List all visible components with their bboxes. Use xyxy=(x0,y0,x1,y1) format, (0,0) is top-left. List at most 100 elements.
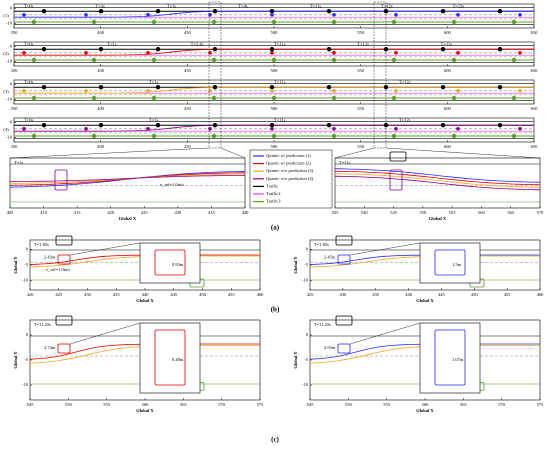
gap-label: 2.43m xyxy=(44,255,56,260)
vehicle-marker xyxy=(497,47,503,52)
vehicle-marker xyxy=(456,127,460,131)
vehicle-marker xyxy=(271,57,277,63)
plot-title: T=1s xyxy=(14,160,24,165)
trajectory xyxy=(334,168,541,183)
subfigure-caption: (b) xyxy=(271,306,280,314)
x-axis-label: Global X xyxy=(136,408,154,413)
vehicle-marker xyxy=(332,13,336,17)
x-tick-label: 435 xyxy=(372,292,380,297)
vehicle-marker xyxy=(31,133,37,139)
event-label: T=13s xyxy=(441,42,453,47)
x-tick-label: 555 xyxy=(103,402,111,407)
vehicle xyxy=(57,343,71,354)
vehicle xyxy=(154,249,186,276)
vehicle-marker xyxy=(98,47,104,52)
vehicle-marker xyxy=(211,57,217,63)
y-tick-label: 0 xyxy=(26,246,29,251)
vehicle-marker xyxy=(451,19,457,25)
x-tick-label: 650 xyxy=(531,68,539,73)
x-tick-label: 600 xyxy=(444,144,452,149)
x-tick-label: 435 xyxy=(113,292,121,297)
vehicle xyxy=(389,151,407,162)
vehicle-marker xyxy=(332,89,336,93)
vehicle-marker xyxy=(151,95,157,101)
x-tick-label: 560 xyxy=(142,402,150,407)
legend-label: Traffic2 xyxy=(266,191,281,196)
vehicle-marker xyxy=(41,9,47,14)
vehicle-marker xyxy=(270,127,274,131)
vehicle-marker xyxy=(211,133,217,139)
vehicle-marker xyxy=(155,85,161,90)
row-label: (2) xyxy=(3,51,9,56)
event-label: T=1s xyxy=(107,42,117,47)
vehicle xyxy=(54,169,68,191)
legend-label: Quartic w/o prediction (4) xyxy=(266,176,314,181)
legend-label: Quartic w/ prediction (2) xyxy=(266,161,311,166)
vehicle-marker xyxy=(211,19,217,25)
x-tick-label: 570 xyxy=(498,402,506,407)
y-tick-label: 0 xyxy=(10,82,13,87)
x-tick-label: 445 xyxy=(170,292,178,297)
vehicle-marker xyxy=(211,95,217,101)
vehicle-marker xyxy=(497,123,503,128)
trajectory xyxy=(334,173,541,188)
x-tick-label: 545 xyxy=(27,402,35,407)
x-tick-label: 500 xyxy=(271,68,279,73)
x-tick-label: 550 xyxy=(345,402,353,407)
x-tick-label: 430 xyxy=(174,210,182,215)
vehicle-marker xyxy=(208,13,212,17)
vehicle-marker xyxy=(326,85,332,90)
x-tick-label: 500 xyxy=(271,106,279,111)
vehicle-marker xyxy=(269,123,275,128)
y-tick-label: 0 xyxy=(26,332,29,337)
event-label: T=11s xyxy=(274,118,286,123)
y-tick-label: -10 xyxy=(6,97,13,102)
x-tick-label: 575 xyxy=(537,402,545,407)
legend-label: Quintic w/o prediction (3) xyxy=(266,168,314,173)
vehicle-marker xyxy=(331,19,337,25)
vehicle-marker xyxy=(41,47,47,52)
vehicle-marker xyxy=(269,9,275,14)
vehicle-marker xyxy=(270,13,274,17)
vehicle-marker xyxy=(394,13,398,17)
event-label: T=0s xyxy=(24,4,34,9)
x-tick-label: 600 xyxy=(444,68,452,73)
y-tick-label: -10 xyxy=(22,278,29,283)
x-tick-label: 450 xyxy=(184,144,192,149)
vehicle-marker xyxy=(394,127,398,131)
vehicle-marker xyxy=(440,9,446,14)
plot-frame xyxy=(334,157,541,209)
vehicle-marker xyxy=(208,89,212,93)
vehicle-marker xyxy=(456,51,460,55)
vehicle-marker xyxy=(91,95,97,101)
vehicle-marker xyxy=(146,51,150,55)
x-tick-label: 540 xyxy=(361,210,369,215)
x-tick-label: 650 xyxy=(531,106,539,111)
zoom-guide xyxy=(220,147,246,159)
y-axis-label: Global Y xyxy=(293,256,298,274)
vehicle xyxy=(335,315,353,326)
vehicle xyxy=(389,169,403,191)
legend-label: Traffic xyxy=(266,183,278,188)
x-tick-label: 650 xyxy=(531,144,539,149)
y-tick-label: -10 xyxy=(6,21,13,26)
vehicle xyxy=(434,329,466,386)
y-tick-label: 0 xyxy=(10,120,13,125)
x-axis-label: Global X xyxy=(416,408,434,413)
vehicle-marker xyxy=(511,19,517,25)
x-tick-label: 600 xyxy=(444,106,452,111)
vehicle-marker xyxy=(326,9,332,14)
vehicle-marker xyxy=(518,13,522,17)
y-tick-label: 0 xyxy=(10,44,13,49)
vehicle-marker xyxy=(511,133,517,139)
zoom-guide xyxy=(385,147,541,159)
gap-label: 2.45m xyxy=(324,255,336,260)
zoom-window xyxy=(373,1,387,149)
x-tick-label: 545 xyxy=(307,402,315,407)
vehicle-marker xyxy=(394,51,398,55)
x-tick-label: 445 xyxy=(438,292,446,297)
vehicle-marker xyxy=(440,47,446,52)
zoom-guide xyxy=(69,242,141,256)
x-tick-label: 455 xyxy=(504,292,512,297)
x-tick-label: 350 xyxy=(11,30,19,35)
